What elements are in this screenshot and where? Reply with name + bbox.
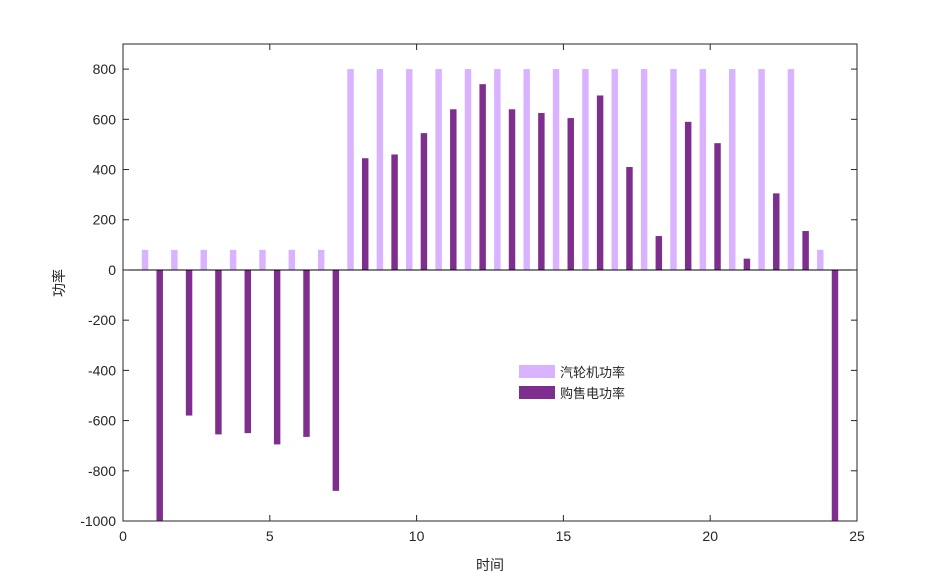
bar-group [141, 69, 839, 521]
x-tick-label: 25 [849, 528, 865, 544]
y-tick-label: -400 [88, 362, 116, 378]
bar-turbine-15 [552, 69, 560, 270]
bar-turbine-2 [171, 249, 178, 270]
bar-grid-trade-19 [684, 121, 692, 270]
bar-turbine-8 [347, 69, 354, 270]
y-tick-label: -200 [88, 312, 116, 328]
bar-turbine-13 [494, 69, 501, 270]
bar-turbine-18 [640, 69, 648, 270]
y-tick-label: -800 [88, 463, 116, 479]
bar-grid-trade-3 [215, 269, 222, 435]
bar-turbine-20 [699, 69, 707, 270]
x-tick-label: 5 [266, 528, 274, 544]
bar-grid-trade-21 [743, 258, 751, 270]
bar-grid-trade-22 [773, 193, 780, 270]
y-tick-label: 800 [93, 61, 117, 77]
bar-grid-trade-11 [450, 109, 457, 270]
bar-turbine-11 [435, 69, 442, 270]
tick-group: 0 5 10 15 20 25 -1000 -800 -600 -400 -200 0 200 400 60… [80, 44, 865, 544]
bar-grid-trade-5 [273, 269, 281, 445]
bar-grid-trade-4 [244, 269, 252, 434]
x-tick-label: 20 [702, 528, 718, 544]
y-tick-label: -600 [88, 413, 116, 429]
bar-grid-trade-9 [391, 154, 398, 270]
bar-turbine-23 [787, 69, 795, 270]
bar-turbine-19 [670, 69, 677, 270]
bar-turbine-4 [229, 249, 237, 270]
bar-turbine-1 [141, 249, 149, 270]
legend-swatch-grid-trade [519, 386, 555, 399]
bar-turbine-7 [317, 249, 325, 270]
x-tick-label: 0 [119, 528, 127, 544]
x-axis-label: 时间 [476, 558, 504, 574]
bar-grid-trade-2 [185, 269, 193, 416]
bar-turbine-22 [758, 69, 765, 270]
legend: 汽轮机功率 购售电功率 [512, 360, 640, 404]
y-tick-label: 400 [93, 162, 117, 178]
legend-label-grid-trade: 购售电功率 [560, 386, 625, 402]
y-axis-label: 功率 [51, 269, 68, 297]
bar-turbine-6 [288, 249, 296, 270]
bar-turbine-12 [464, 69, 472, 270]
bar-grid-trade-14 [538, 113, 545, 270]
bar-grid-trade-1 [156, 269, 163, 521]
bar-grid-trade-10 [420, 133, 428, 270]
bar-grid-trade-24 [831, 269, 839, 521]
bar-grid-trade-13 [508, 109, 516, 270]
plot-area [123, 44, 857, 521]
bar-grid-trade-15 [567, 118, 574, 270]
y-tick-label: 200 [93, 212, 117, 228]
plot-frame [122, 43, 858, 522]
bar-turbine-14 [523, 69, 530, 270]
bar-turbine-9 [376, 69, 384, 270]
bar-turbine-17 [611, 69, 619, 270]
bar-grid-trade-23 [802, 231, 809, 270]
bar-grid-trade-17 [626, 167, 633, 270]
y-tick-label: -1000 [80, 513, 116, 529]
bar-grid-trade-12 [479, 84, 486, 270]
x-tick-label: 10 [409, 528, 425, 544]
y-tick-label: 0 [108, 262, 116, 278]
bar-turbine-5 [259, 249, 266, 270]
bar-grid-trade-18 [655, 236, 663, 270]
bar-turbine-21 [728, 69, 736, 270]
y-tick-label: 600 [93, 111, 117, 127]
bar-turbine-10 [406, 69, 413, 270]
bar-grid-trade-7 [332, 269, 340, 491]
legend-label-turbine: 汽轮机功率 [560, 365, 625, 381]
bar-turbine-3 [200, 249, 207, 270]
bar-grid-trade-16 [596, 95, 604, 270]
bar-turbine-24 [817, 249, 824, 270]
bar-grid-trade-20 [714, 143, 721, 270]
x-tick-label: 15 [556, 528, 572, 544]
bar-grid-trade-6 [303, 269, 310, 437]
legend-swatch-turbine [519, 365, 555, 378]
bar-grid-trade-8 [361, 158, 369, 270]
bar-turbine-16 [582, 69, 589, 270]
